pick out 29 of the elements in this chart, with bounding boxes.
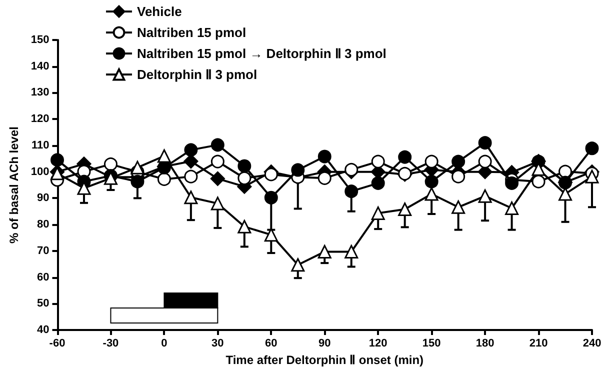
y-tick-label: 140: [30, 60, 50, 72]
x-tick-label: 0: [161, 338, 168, 350]
y-tick-label: 60: [37, 271, 50, 284]
x-tick-label: -60: [49, 338, 66, 350]
x-tick-label: 120: [368, 338, 388, 350]
x-tick-label: 240: [582, 338, 602, 350]
y-tick-label: 80: [37, 218, 50, 231]
y-tick-label: 110: [32, 139, 50, 152]
x-tick-label: 90: [318, 338, 331, 350]
y-tick-label: 40: [37, 324, 50, 336]
y-axis-title: % of basal ACh level: [7, 126, 21, 244]
y-tick-label: 150: [30, 34, 50, 46]
y-tick-label: 100: [30, 166, 50, 178]
legend-label: Naltriben 15 pmol → Deltorphin Ⅱ 3 pmol: [137, 46, 386, 61]
x-tick-label: 150: [422, 338, 441, 350]
legend-label: Deltorphin Ⅱ 3 pmol: [137, 67, 258, 82]
x-tick-label: -30: [102, 338, 119, 350]
y-tick-label: 90: [37, 192, 50, 204]
y-tick-label: 130: [30, 86, 50, 99]
x-tick-label: 60: [265, 338, 278, 350]
y-tick-label: 70: [37, 244, 50, 257]
legend-label: Vehicle: [137, 4, 182, 19]
x-tick-label: 30: [212, 338, 224, 350]
legend-label: Naltriben 15 pmol: [137, 25, 246, 40]
x-tick-label: 210: [529, 338, 548, 350]
y-tick-label: 120: [30, 113, 50, 126]
y-tick-label: 50: [37, 298, 50, 310]
x-tick-label: 180: [476, 338, 494, 350]
x-axis-title: Time after Deltorphin Ⅱ onset (min): [226, 352, 424, 367]
